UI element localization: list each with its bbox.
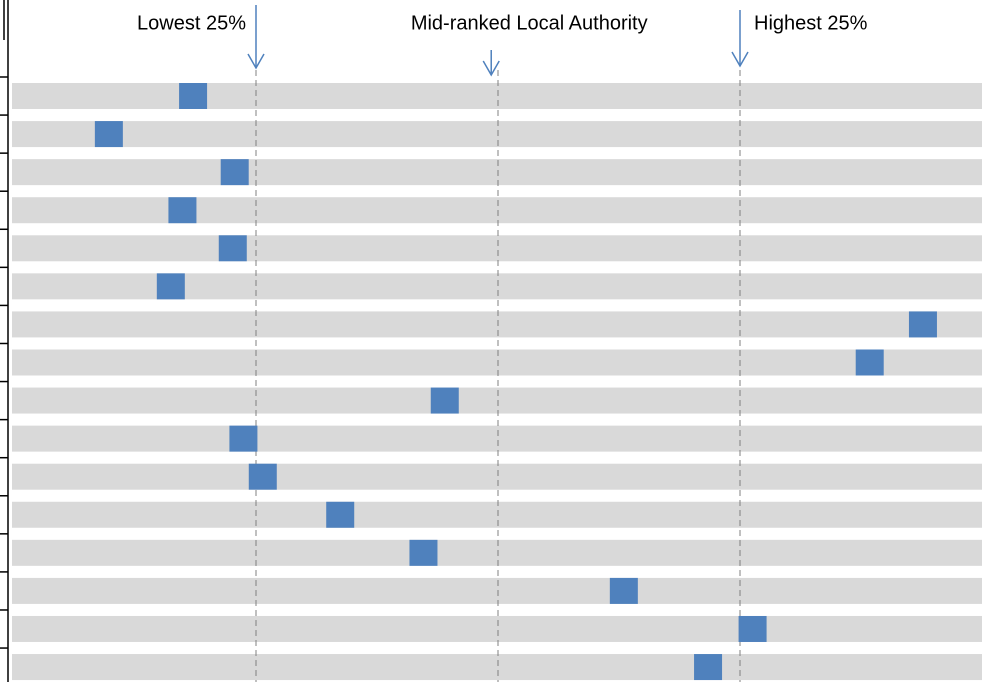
rank-marker <box>855 349 884 376</box>
rank-marker <box>738 615 767 642</box>
rank-marker <box>168 197 197 224</box>
annotation: Mid-ranked Local Authority <box>411 12 648 34</box>
rank-marker <box>409 539 438 566</box>
bar-track <box>12 235 982 262</box>
annotation: Highest 25% <box>754 12 868 34</box>
rank-marker <box>430 387 459 414</box>
rank-marker <box>156 273 185 300</box>
rank-marker <box>94 121 123 148</box>
rank-marker <box>248 463 277 490</box>
rank-marker <box>908 311 937 338</box>
bar-track <box>12 197 982 224</box>
bar-track <box>12 159 982 186</box>
annotation-arrowhead <box>731 51 749 68</box>
rank-marker <box>694 654 723 681</box>
bar-track <box>12 463 982 490</box>
bar-track <box>12 349 982 376</box>
bar-track <box>12 311 982 338</box>
bar-track <box>12 501 982 528</box>
annotation: Lowest 25% <box>137 12 246 34</box>
bar-track <box>12 654 982 681</box>
rank-marker <box>609 577 638 604</box>
rank-marker <box>179 83 208 109</box>
bar-track <box>12 577 982 604</box>
rank-marker <box>220 159 249 186</box>
bar-track <box>12 425 982 452</box>
bar-track <box>12 121 982 148</box>
bar-track <box>12 387 982 414</box>
bar-track <box>12 615 982 642</box>
annotation-arrowhead <box>482 60 500 77</box>
rank-marker <box>229 425 258 452</box>
annotation-arrowhead <box>247 53 265 70</box>
bar-track <box>12 539 982 566</box>
rank-marker <box>326 501 355 528</box>
bar-track <box>12 83 982 109</box>
rank-marker <box>218 235 247 262</box>
